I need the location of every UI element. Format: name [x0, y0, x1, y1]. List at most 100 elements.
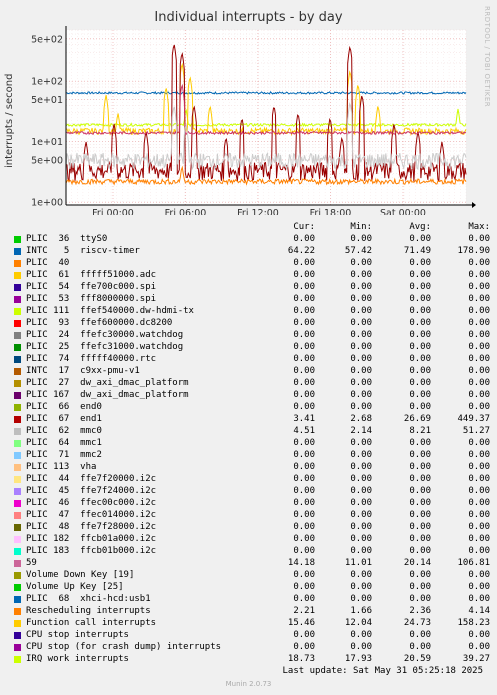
legend-value-cur: 0.00 [293, 270, 315, 280]
legend-swatch [14, 620, 21, 627]
legend-value-max: 449.37 [457, 414, 490, 424]
legend-value-max: 0.00 [468, 330, 490, 340]
legend-value-cur: 0.00 [293, 402, 315, 412]
legend-label: PLIC 113 vha [26, 462, 97, 472]
chart-plot: 1e+00 5e+00 1e+01 5e+01 1e+02 5e+02 Fri 00:00 F… [31, 26, 476, 215]
legend-label: PLIC 111 ffef540000.dw-hdmi-tx [26, 306, 194, 316]
y-tick-label: 5e+02 [31, 34, 63, 45]
series-line-irq-work-interrupts [65, 108, 467, 128]
legend-value-min: 11.01 [344, 558, 372, 568]
legend-row: PLIC 24 ffefc30000.watchdog 0.00 0.00 0.00 0… [14, 330, 490, 342]
legend-value-avg: 0.00 [409, 570, 431, 580]
legend-swatch [14, 632, 21, 639]
legend-value-avg: 0.00 [409, 486, 431, 496]
legend-value-max: 158.23 [457, 618, 490, 628]
legend-label: Function call interrupts [26, 618, 157, 628]
legend-value-cur: 0.00 [293, 462, 315, 472]
legend-value-cur: 0.00 [293, 282, 315, 292]
legend-row: PLIC 74 fffff40000.rtc 0.00 0.00 0.00 0.00 [14, 354, 490, 366]
legend-value-max: 0.00 [468, 582, 490, 592]
x-axis-arrow [472, 202, 476, 208]
legend-value-cur: 0.00 [293, 354, 315, 364]
legend-value-min: 2.14 [350, 426, 372, 436]
legend-value-avg: 0.00 [409, 438, 431, 448]
legend-row: PLIC 27 dw_axi_dmac_platform 0.00 0.00 0.00… [14, 378, 490, 390]
legend-value-cur: 14.18 [287, 558, 315, 568]
legend-value-min: 0.00 [350, 570, 372, 580]
legend-value-avg: 0.00 [409, 390, 431, 400]
legend-value-min: 0.00 [350, 510, 372, 520]
legend-value-max: 178.90 [457, 246, 490, 256]
legend-value-avg: 0.00 [409, 306, 431, 316]
legend-value-max: 0.00 [468, 378, 490, 388]
legend-value-min: 0.00 [350, 330, 372, 340]
legend-value-min: 0.00 [350, 534, 372, 544]
legend-value-max: 0.00 [468, 294, 490, 304]
legend-label: PLIC 47 ffec014000.i2c [26, 510, 157, 520]
y-tick-label: 5e+01 [31, 95, 63, 106]
legend-label: PLIC 64 mmc1 [26, 438, 102, 448]
legend-value-cur: 0.00 [293, 522, 315, 532]
legend-value-max: 0.00 [468, 354, 490, 364]
legend-value-max: 0.00 [468, 366, 490, 376]
legend-row: PLIC 113 vha 0.00 0.00 0.00 0.00 [14, 462, 490, 474]
legend-value-min: 0.00 [350, 546, 372, 556]
legend-value-min: 1.66 [350, 606, 372, 616]
legend-value-avg: 71.49 [403, 246, 431, 256]
legend-value-min: 0.00 [350, 474, 372, 484]
legend-value-cur: 0.00 [293, 570, 315, 580]
legend-swatch [14, 272, 21, 279]
legend-swatch [14, 320, 21, 327]
legend-value-max: 0.00 [468, 462, 490, 472]
legend-swatch [14, 476, 21, 483]
legend-value-max: 0.00 [468, 522, 490, 532]
legend-value-avg: 0.00 [409, 450, 431, 460]
legend-header-max: Max: [468, 222, 490, 232]
legend-swatch [14, 344, 21, 351]
legend-swatch [14, 248, 21, 255]
legend-value-max: 0.00 [468, 258, 490, 268]
legend-label: PLIC 62 mmc0 [26, 426, 102, 436]
legend-value-max: 0.00 [468, 630, 490, 640]
legend-row: PLIC 67 end1 3.41 2.68 26.69 449.37 [14, 414, 490, 426]
legend-value-avg: 0.00 [409, 366, 431, 376]
legend-label: Volume Down Key [19] [26, 570, 135, 580]
legend-row: INTC 5 riscv-timer 64.22 57.42 71.49 178.90 [14, 246, 490, 258]
legend-row: PLIC 182 ffcb01a000.i2c 0.00 0.00 0.00 0.00 [14, 534, 490, 546]
x-tick-label: Sat 00:00 [380, 208, 426, 215]
legend-row: Function call interrupts 15.46 12.04 24.73 1… [14, 618, 490, 630]
legend-value-min: 0.00 [350, 258, 372, 268]
legend-value-cur: 0.00 [293, 234, 315, 244]
legend-value-max: 0.00 [468, 438, 490, 448]
legend-value-min: 0.00 [350, 294, 372, 304]
munin-footer: Munin 2.0.73 [225, 680, 272, 688]
legend-label: PLIC 25 ffefc31000.watchdog [26, 342, 184, 352]
legend-swatch [14, 380, 21, 387]
legend-value-cur: 0.00 [293, 258, 315, 268]
legend-value-cur: 0.00 [293, 630, 315, 640]
legend-value-avg: 0.00 [409, 330, 431, 340]
legend-row: IRQ work interrupts 18.73 17.93 20.59 39.27 [14, 654, 490, 666]
legend-value-max: 39.27 [462, 654, 490, 664]
legend-value-cur: 0.00 [293, 306, 315, 316]
legend-value-avg: 0.00 [409, 546, 431, 556]
legend-row: PLIC 45 ffe7f24000.i2c 0.00 0.00 0.00 0.00 [14, 486, 490, 498]
legend-row: PLIC 44 ffe7f20000.i2c 0.00 0.00 0.00 0.00 [14, 474, 490, 486]
legend-row: PLIC 66 end0 0.00 0.00 0.00 0.00 [14, 402, 490, 414]
series-line-mmc0 [65, 101, 467, 171]
legend-swatch [14, 464, 21, 471]
legend-value-cur: 0.00 [293, 450, 315, 460]
x-tick-label: Fri 00:00 [92, 208, 134, 215]
y-tick-label: 1e+01 [31, 137, 63, 148]
x-tick-label: Fri 06:00 [165, 208, 207, 215]
legend-swatch [14, 524, 21, 531]
legend-value-avg: 0.00 [409, 378, 431, 388]
legend-value-min: 0.00 [350, 462, 372, 472]
legend-swatch [14, 284, 21, 291]
legend-row: PLIC 46 ffec00c000.i2c 0.00 0.00 0.00 0.00 [14, 498, 490, 510]
legend-row: PLIC 68 xhci-hcd:usb1 0.00 0.00 0.00 0.00 [14, 594, 490, 606]
legend-value-avg: 0.00 [409, 462, 431, 472]
legend-value-avg: 0.00 [409, 402, 431, 412]
legend-swatch [14, 572, 21, 579]
legend-value-avg: 0.00 [409, 234, 431, 244]
